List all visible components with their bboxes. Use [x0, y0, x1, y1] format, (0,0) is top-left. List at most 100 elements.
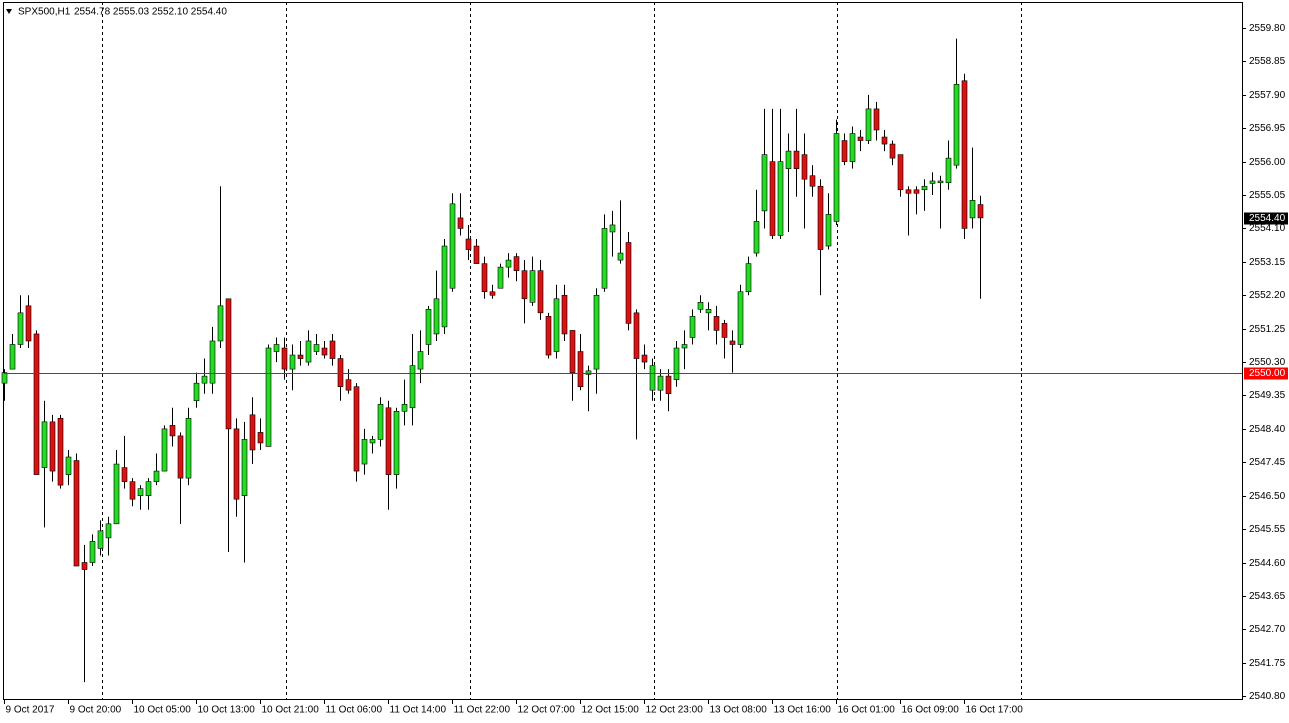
y-tick-label: 2545.55 — [1249, 524, 1286, 535]
x-tick-label: 10 Oct 13:00 — [198, 705, 256, 716]
candle-body — [793, 150, 800, 169]
y-tick-label: 2552.20 — [1249, 290, 1286, 301]
candle-body — [9, 344, 16, 370]
candle-body — [889, 143, 896, 159]
candle-body — [697, 301, 704, 310]
y-tick-label: 2544.60 — [1249, 558, 1286, 569]
candle-body — [121, 467, 128, 482]
candle-body — [721, 323, 728, 338]
candle-body — [849, 133, 856, 162]
y-tick-label: 2546.50 — [1249, 491, 1286, 502]
x-tick-label: 10 Oct 21:00 — [262, 705, 320, 716]
candle-body — [737, 291, 744, 345]
y-tick-label: 2556.00 — [1249, 157, 1286, 168]
x-tick-label: 13 Oct 08:00 — [710, 705, 768, 716]
candle-body — [625, 242, 632, 324]
candle-body — [825, 214, 832, 247]
y-tick-label: 2543.65 — [1249, 591, 1286, 602]
candle-body — [577, 351, 584, 387]
candle-body — [857, 136, 864, 141]
candle-body — [249, 414, 256, 451]
candle-body — [433, 298, 440, 335]
plot-frame — [3, 2, 1243, 700]
candle-body — [945, 157, 952, 184]
candle-body — [457, 217, 464, 229]
candle-body — [425, 309, 432, 345]
menu-triangle[interactable] — [6, 9, 12, 14]
candle-body — [689, 316, 696, 338]
candle-body — [481, 263, 488, 293]
candle-body — [601, 228, 608, 289]
candle-body — [801, 154, 808, 180]
candle-body — [529, 270, 536, 303]
candle-body — [401, 403, 408, 412]
candle-body — [321, 347, 328, 356]
candle-body — [729, 340, 736, 345]
candle-body — [553, 298, 560, 352]
candle-body — [353, 386, 360, 472]
candle-body — [569, 330, 576, 373]
candle-body — [449, 203, 456, 289]
candle-body — [809, 175, 816, 187]
candle-body — [89, 541, 96, 563]
y-tick-label: 2554.10 — [1249, 223, 1286, 234]
candle-body — [881, 136, 888, 145]
x-tick-label: 9 Oct 2017 — [6, 705, 55, 716]
candle-body — [265, 347, 272, 447]
candle-body — [817, 185, 824, 250]
y-tick-label: 2549.35 — [1249, 390, 1286, 401]
candle-body — [273, 344, 280, 352]
candle-body — [465, 238, 472, 250]
chart-title: SPX500,H1 — [18, 7, 71, 18]
candle-body — [129, 481, 136, 500]
candle-body — [305, 340, 312, 363]
candle-body — [537, 270, 544, 314]
candle-body — [193, 382, 200, 402]
candle-body — [593, 294, 600, 370]
candle-body — [409, 365, 416, 409]
candle-body — [649, 365, 656, 391]
candle-body — [369, 439, 376, 444]
y-tick-label: 2550.30 — [1249, 357, 1286, 368]
candle-body — [777, 161, 784, 236]
candle-body — [865, 108, 872, 141]
y-tick-label: 2553.15 — [1249, 257, 1286, 268]
candle-body — [65, 456, 72, 475]
candle-body — [937, 180, 944, 184]
x-tick-label: 16 Oct 09:00 — [902, 705, 960, 716]
x-tick-label: 12 Oct 07:00 — [518, 705, 576, 716]
last-price-box — [1244, 212, 1288, 225]
y-tick-label: 2541.75 — [1249, 658, 1286, 669]
candle-body — [769, 161, 776, 236]
x-tick-label: 12 Oct 23:00 — [646, 705, 704, 716]
candle-body — [241, 439, 248, 496]
candle-body — [753, 221, 760, 254]
x-tick-label: 11 Oct 06:00 — [326, 705, 383, 716]
candle-body — [897, 154, 904, 191]
candle-body — [513, 256, 520, 271]
candle-body — [545, 316, 552, 356]
y-tick-label: 2547.45 — [1249, 457, 1286, 468]
candle-body — [489, 291, 496, 296]
candle-body — [953, 83, 960, 166]
candle-body — [929, 180, 936, 184]
candle-body — [617, 252, 624, 261]
candle-body — [1, 372, 8, 384]
y-tick-label: 2556.95 — [1249, 123, 1286, 134]
candle-body — [57, 418, 64, 486]
candle-body — [217, 305, 224, 342]
candle-body — [113, 463, 120, 525]
x-tick-label: 16 Oct 17:00 — [966, 705, 1024, 716]
candle-body — [585, 370, 592, 375]
ohlc-info: 2554.78 2555.03 2552.10 2554.40 — [74, 7, 227, 18]
candle-body — [17, 312, 24, 345]
candle-body — [681, 344, 688, 349]
x-tick-label: 9 Oct 20:00 — [70, 705, 122, 716]
candle-body — [833, 133, 840, 222]
candle-body — [145, 481, 152, 496]
candle-body — [49, 421, 56, 472]
candle-body — [169, 425, 176, 437]
candle-body — [505, 259, 512, 268]
candle-body — [201, 375, 208, 384]
